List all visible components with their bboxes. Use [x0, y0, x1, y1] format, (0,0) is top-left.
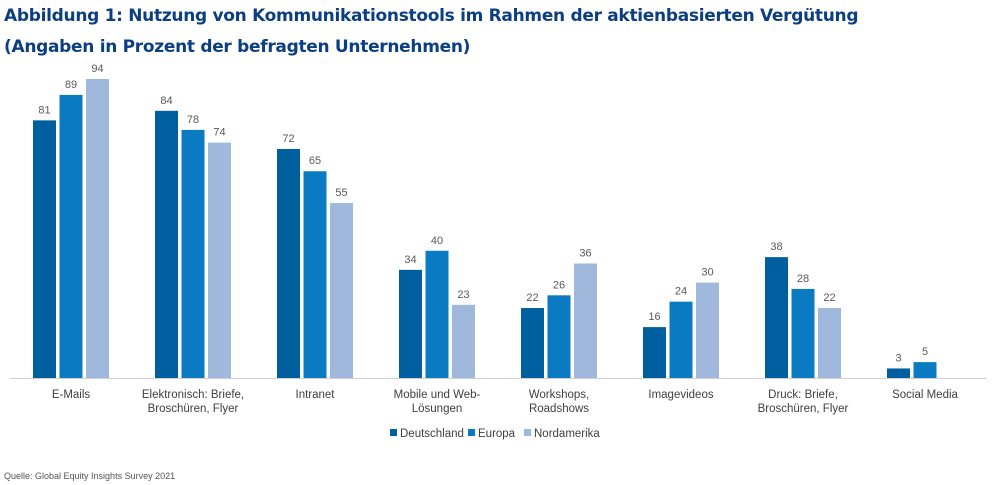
data-label: 28	[797, 273, 809, 285]
bar-nordamerika	[452, 304, 475, 378]
bar-europa	[791, 288, 815, 378]
data-label: 5	[922, 346, 928, 358]
data-label: 34	[404, 254, 416, 266]
bar-europa	[181, 129, 205, 378]
data-label: 40	[431, 235, 443, 247]
bar-deutschland	[643, 327, 666, 378]
bar-deutschland	[765, 257, 788, 378]
data-label: 36	[579, 247, 591, 259]
category-label: Roadshows	[529, 403, 589, 415]
bar-deutschland	[399, 269, 422, 378]
data-label: 78	[187, 114, 199, 126]
bar-europa	[913, 362, 937, 378]
legend-label: Deutschland	[400, 428, 464, 440]
bar-nordamerika	[330, 203, 353, 378]
data-label: 81	[38, 104, 50, 116]
bar-europa	[425, 250, 449, 378]
bar-europa	[547, 295, 571, 378]
category-label: Druck: Briefe,	[768, 389, 838, 401]
data-label: 65	[309, 155, 321, 167]
bar-deutschland	[33, 120, 56, 378]
data-label: 26	[553, 279, 565, 291]
category-label: Elektronisch: Briefe,	[142, 389, 244, 401]
data-label: 38	[770, 241, 782, 253]
data-label: 3	[895, 352, 901, 364]
category-label: E-Mails	[52, 389, 91, 401]
data-label: 94	[91, 63, 103, 75]
bar-deutschland	[155, 110, 178, 379]
data-label: 55	[335, 187, 347, 199]
bar-nordamerika	[818, 308, 841, 378]
legend-label: Nordamerika	[534, 428, 600, 440]
data-label: 74	[213, 127, 225, 139]
chart-subtitle: (Angaben in Prozent der befragten Untern…	[4, 37, 471, 57]
category-label: Broschüren, Flyer	[148, 403, 239, 415]
data-label: 30	[701, 267, 713, 279]
source-note: Quelle: Global Equity Insights Survey 20…	[4, 471, 176, 481]
data-label: 23	[457, 289, 469, 301]
data-label: 22	[823, 292, 835, 304]
category-label: Broschüren, Flyer	[758, 403, 849, 415]
data-label: 24	[675, 286, 687, 298]
bar-europa	[669, 301, 693, 378]
bar-deutschland	[887, 368, 910, 378]
category-label: Workshops,	[529, 389, 590, 401]
bar-deutschland	[521, 308, 544, 378]
bar-deutschland	[277, 148, 300, 378]
category-label: Intranet	[296, 389, 336, 401]
category-label: Mobile und Web-	[394, 389, 481, 401]
bar-nordamerika	[574, 263, 597, 378]
legend-swatch-europa	[468, 429, 475, 436]
data-label: 72	[282, 133, 294, 145]
legend-swatch-nordamerika	[524, 429, 531, 436]
data-label: 22	[526, 292, 538, 304]
data-label: 89	[65, 79, 77, 91]
chart-title: Abbildung 1: Nutzung von Kommunikationst…	[4, 6, 859, 26]
legend-label: Europa	[478, 428, 516, 440]
category-label: Imagevideos	[648, 389, 713, 401]
data-label: 84	[160, 95, 172, 107]
bar-nordamerika	[208, 142, 231, 378]
legend-swatch-deutschland	[390, 429, 397, 436]
data-label: 16	[648, 311, 660, 323]
category-label: Social Media	[892, 389, 958, 401]
bar-europa	[303, 171, 327, 378]
bar-europa	[59, 94, 83, 378]
bar-nordamerika	[86, 79, 109, 378]
bar-nordamerika	[696, 282, 719, 378]
category-label: Lösungen	[412, 403, 463, 415]
